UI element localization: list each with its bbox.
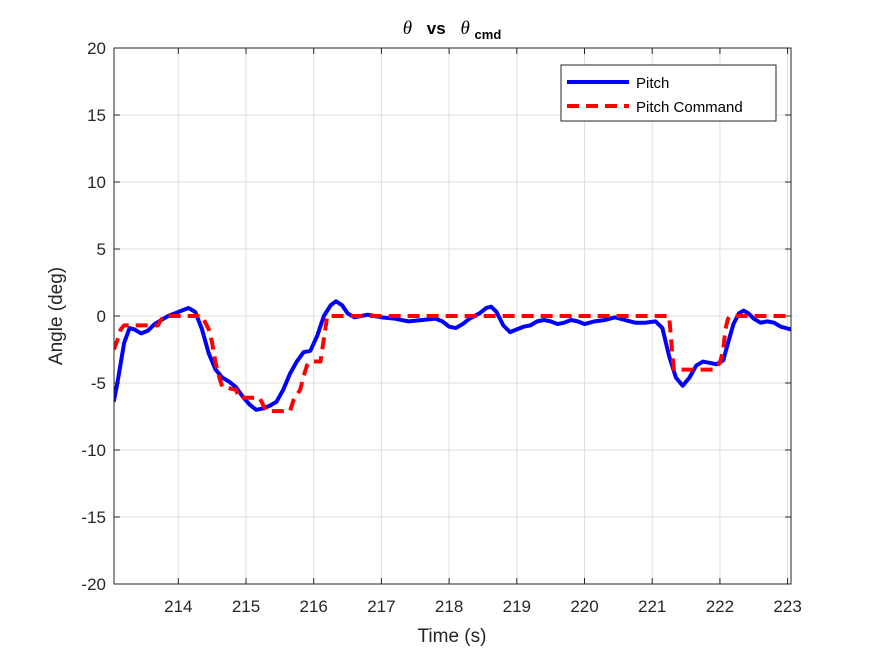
x-tick-label: 217 (367, 597, 395, 616)
y-tick-label: 20 (87, 39, 106, 58)
title-subscript: cmd (475, 27, 502, 42)
x-tick-label: 222 (706, 597, 734, 616)
y-tick-label: -15 (81, 508, 106, 527)
y-axis-label: Angle (deg) (46, 267, 67, 365)
series-line-pitch (114, 299, 791, 412)
title-theta: θ (403, 18, 412, 39)
x-tick-label: 215 (232, 597, 260, 616)
legend-pitch-command-label: Pitch Command (636, 99, 743, 116)
legend-pitch-label: Pitch (636, 75, 669, 92)
legend: Pitch Pitch Command (560, 64, 777, 122)
y-tick-label: -10 (81, 441, 106, 460)
x-tick-label: 223 (773, 597, 801, 616)
ticks: 214 215 216 217 218 219 220 221 222 223 -20 -15 -10 -… (81, 39, 801, 616)
series-layer (114, 299, 791, 414)
y-tick-label: 0 (97, 307, 106, 326)
title-vs: vs (427, 19, 446, 38)
x-tick-label: 220 (570, 597, 598, 616)
y-tick-label: 10 (87, 173, 106, 192)
series-line-pitch-command (114, 314, 791, 414)
x-tick-label: 214 (164, 597, 192, 616)
x-tick-label: 218 (435, 597, 463, 616)
y-tick-label: -5 (91, 374, 106, 393)
y-tick-label: -20 (81, 575, 106, 594)
legend-box (560, 64, 777, 122)
x-tick-label: 219 (503, 597, 531, 616)
title-theta-cmd: θ (460, 18, 469, 39)
y-tick-label: 5 (97, 240, 106, 259)
y-tick-label: 15 (87, 106, 106, 125)
x-tick-label: 221 (638, 597, 666, 616)
x-tick-label: 216 (300, 597, 328, 616)
chart-title: θ vs θ cmd (403, 18, 502, 42)
x-axis-label: Time (s) (418, 626, 487, 647)
